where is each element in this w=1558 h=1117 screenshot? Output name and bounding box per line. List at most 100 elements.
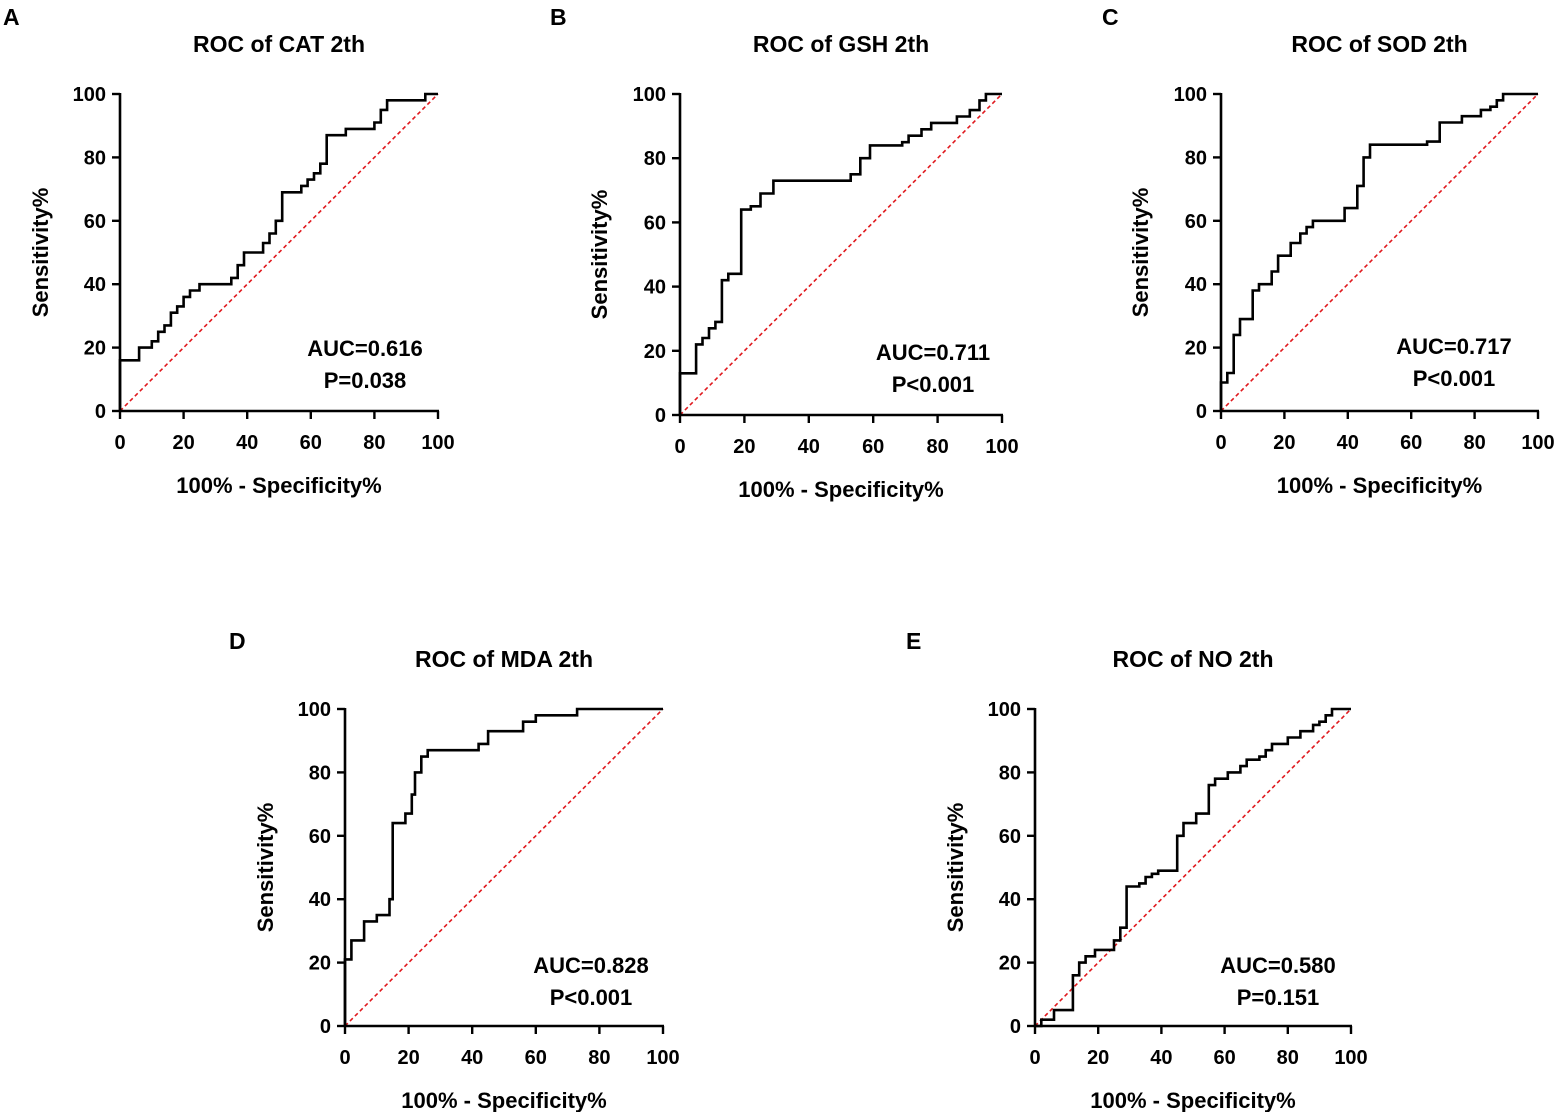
x-tick-label: 20 [1273, 432, 1295, 454]
x-tick-label: 100 [1521, 432, 1554, 454]
roc-chart-sod: ROC of SOD 2th 00 20 20 40 40 60 60 80 80 100 100 10… [1128, 31, 1555, 498]
x-axis-label: 100% - Specificity% [176, 473, 381, 498]
y-axis-label: Sensitivity% [943, 803, 968, 933]
panel-letter: E [906, 628, 922, 654]
y-tick-label: 80 [84, 147, 106, 169]
y-tick-label: 20 [309, 953, 331, 975]
x-tick-label: 0 [114, 432, 125, 454]
y-tick-label: 100 [73, 84, 106, 106]
reference-line [679, 93, 1003, 416]
x-tick-label: 0 [1215, 432, 1226, 454]
x-axis-label: 100% - Specificity% [1090, 1088, 1295, 1112]
reference-line [1034, 708, 1352, 1027]
auc-annotation: AUC=0.717 [1396, 334, 1512, 359]
p-value-annotation: P=0.038 [324, 368, 407, 393]
y-axis-label: Sensitivity% [253, 803, 278, 933]
roc-curve [343, 707, 663, 1026]
chart-title: ROC of SOD 2th [1291, 31, 1467, 57]
x-tick-label: 40 [1150, 1047, 1172, 1069]
y-tick-label: 20 [999, 953, 1021, 975]
y-tick-label: 80 [644, 148, 666, 170]
y-tick-label: 0 [655, 405, 666, 427]
y-tick-label: 40 [644, 277, 666, 299]
x-tick-label: 0 [674, 436, 685, 458]
y-tick-label: 100 [1174, 84, 1207, 106]
y-axis-label: Sensitivity% [28, 188, 53, 318]
y-tick-label: 0 [1010, 1016, 1021, 1038]
x-tick-label: 20 [1087, 1047, 1109, 1069]
auc-annotation: AUC=0.580 [1220, 953, 1336, 978]
roc-curve [1219, 92, 1538, 411]
x-tick-label: 40 [461, 1047, 483, 1069]
reference-line [119, 93, 439, 412]
y-tick-label: 0 [320, 1016, 331, 1038]
y-axis-label: Sensitivity% [587, 190, 612, 320]
auc-annotation: AUC=0.828 [533, 953, 649, 978]
chart-title: ROC of CAT 2th [193, 31, 365, 57]
x-tick-label: 60 [300, 432, 322, 454]
x-tick-label: 40 [236, 432, 258, 454]
auc-annotation: AUC=0.711 [876, 340, 990, 365]
x-tick-label: 40 [798, 436, 820, 458]
y-tick-label: 100 [633, 84, 666, 106]
chart-title: ROC of MDA 2th [415, 646, 593, 672]
panel-letter: A [3, 4, 20, 30]
x-tick-label: 80 [926, 436, 948, 458]
x-axis-label: 100% - Specificity% [401, 1088, 606, 1112]
x-tick-label: 80 [1277, 1047, 1299, 1069]
y-tick-label: 40 [999, 889, 1021, 911]
y-tick-label: 40 [1185, 274, 1207, 296]
x-axis-label: 100% - Specificity% [738, 477, 943, 502]
x-tick-label: 40 [1337, 432, 1359, 454]
y-tick-label: 100 [988, 699, 1021, 721]
x-tick-label: 80 [588, 1047, 610, 1069]
auc-annotation: AUC=0.616 [307, 336, 423, 361]
roc-chart-mda: ROC of MDA 2th 00 20 20 40 40 60 60 80 80 100 100 10… [253, 646, 680, 1113]
panel-letter: C [1102, 4, 1119, 30]
panel-c: C ROC of SOD 2th 0 0 20 20 40 40 60 60 80 80 100 100… [1085, 0, 1558, 520]
chart-title: ROC of GSH 2th [753, 31, 929, 57]
y-tick-label: 60 [309, 826, 331, 848]
y-tick-label: 40 [309, 889, 331, 911]
p-value-annotation: P=0.151 [1237, 985, 1320, 1010]
y-tick-label: 60 [1185, 211, 1207, 233]
chart-title: ROC of NO 2th [1113, 646, 1274, 672]
panel-d: D ROC of MDA 2th 0 0 20 20 40 40 60 60 80 80 100 100… [225, 615, 705, 1113]
y-tick-label: 40 [84, 274, 106, 296]
p-value-annotation: P<0.001 [1413, 366, 1496, 391]
y-tick-label: 0 [95, 401, 106, 423]
panel-a: A ROC of CAT 2th 0 0 20 20 40 40 60 60 80 80 100 100… [0, 0, 470, 520]
x-tick-label: 60 [862, 436, 884, 458]
y-tick-label: 80 [309, 762, 331, 784]
roc-curve [1035, 707, 1351, 1028]
y-tick-label: 20 [1185, 338, 1207, 360]
y-tick-label: 80 [1185, 147, 1207, 169]
y-tick-label: 100 [298, 699, 331, 721]
p-value-annotation: P<0.001 [892, 372, 975, 397]
panel-letter: D [229, 628, 246, 654]
panel-letter: B [550, 4, 567, 30]
x-tick-label: 0 [339, 1047, 350, 1069]
x-tick-label: 100 [646, 1047, 679, 1069]
x-tick-label: 100 [1334, 1047, 1367, 1069]
panel-e: E ROC of NO 2th 0 0 20 20 40 40 60 60 80 80 100 100 1… [905, 615, 1385, 1113]
x-tick-label: 20 [172, 432, 194, 454]
reference-line [344, 708, 664, 1027]
y-tick-label: 20 [84, 338, 106, 360]
x-tick-label: 0 [1029, 1047, 1040, 1069]
x-tick-label: 60 [1213, 1047, 1235, 1069]
x-tick-label: 80 [1463, 432, 1485, 454]
x-tick-label: 20 [733, 436, 755, 458]
y-tick-label: 60 [999, 826, 1021, 848]
y-tick-label: 0 [1196, 401, 1207, 423]
x-tick-label: 60 [1400, 432, 1422, 454]
y-tick-label: 20 [644, 341, 666, 363]
x-tick-label: 100 [421, 432, 454, 454]
x-tick-label: 100 [985, 436, 1018, 458]
x-axis-label: 100% - Specificity% [1277, 473, 1482, 498]
roc-chart-gsh: ROC of GSH 2th 00 20 20 40 40 60 60 80 80 100 100 10… [587, 31, 1019, 502]
roc-chart-no: ROC of NO 2th 00 20 20 40 40 60 60 80 80 100 100 100… [943, 646, 1368, 1113]
y-tick-label: 60 [644, 212, 666, 234]
roc-chart-cat: ROC of CAT 2th 00 20 20 40 40 60 60 80 80 100 100 10… [28, 31, 455, 498]
roc-curve [678, 92, 1002, 415]
